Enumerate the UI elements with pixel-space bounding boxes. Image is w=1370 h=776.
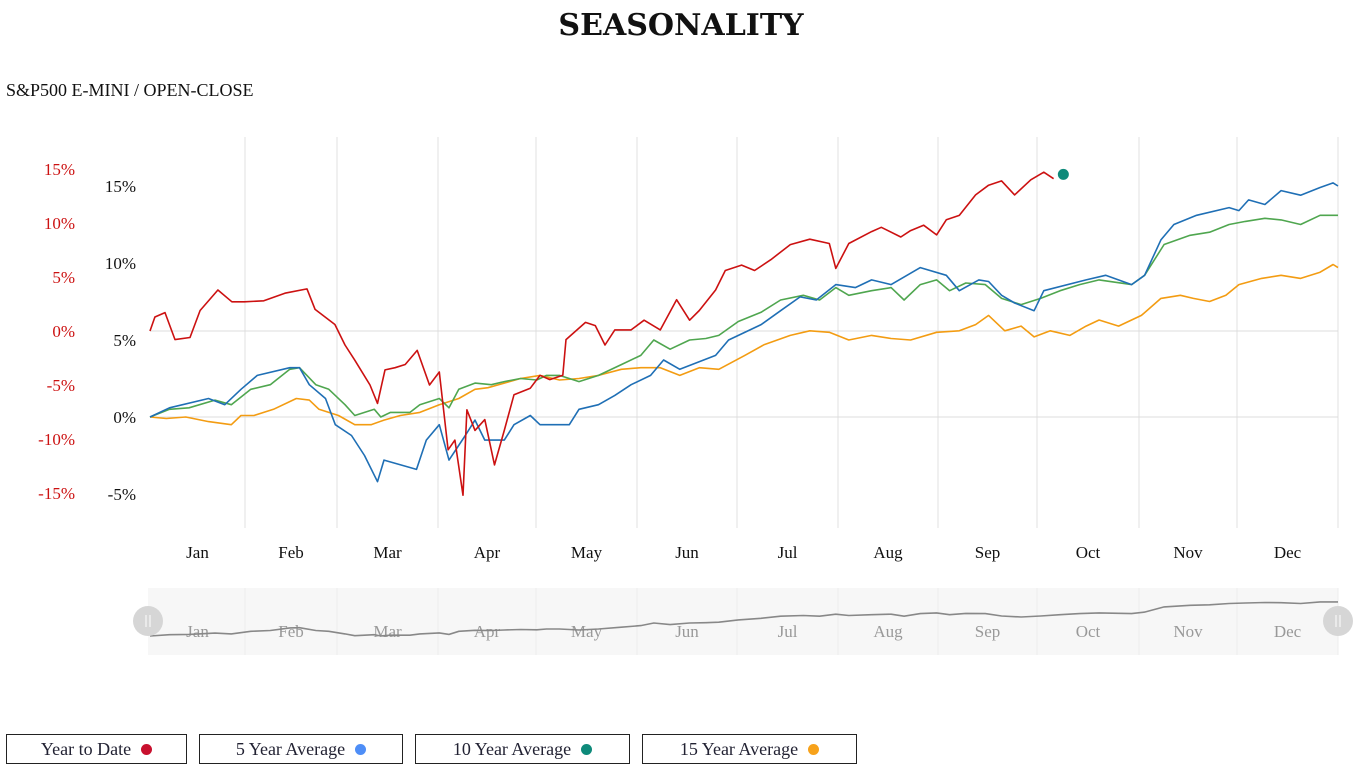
navigator-month-label: Oct xyxy=(1076,622,1101,641)
month-label: Feb xyxy=(278,543,304,562)
legend-dot-icon xyxy=(355,743,367,755)
month-label: May xyxy=(571,543,603,562)
ytd-axis-tick: -15% xyxy=(38,484,75,503)
navigator-month-label: Jun xyxy=(675,622,699,641)
month-label: Nov xyxy=(1173,543,1203,562)
month-label: Aug xyxy=(873,543,903,562)
series-line-year-to-date[interactable] xyxy=(149,171,1055,496)
avg-axis-tick: 0% xyxy=(113,408,136,427)
navigator-month-label: Apr xyxy=(474,622,501,641)
legend-item-5-year-average[interactable]: 5 Year Average xyxy=(199,734,403,764)
legend-label: 15 Year Average xyxy=(679,738,799,759)
ytd-axis-tick: 10% xyxy=(44,214,75,233)
ytd-axis-tick: -10% xyxy=(38,430,75,449)
legend-label: Year to Date xyxy=(40,738,132,759)
navigator-month-label: Jan xyxy=(186,622,209,641)
legend-label: 5 Year Average xyxy=(235,738,346,759)
navigator-month-label: Sep xyxy=(975,622,1001,641)
avg-axis-tick: -5% xyxy=(108,485,136,504)
month-label: Jan xyxy=(186,543,209,562)
seasonality-chart: Jan Feb Mar Apr May Jun Jul Aug Sep Oct Nov Dec 15% 1… xyxy=(38,137,1353,655)
avg-axis-tick: 15% xyxy=(105,177,136,196)
navigator-month-label: Dec xyxy=(1274,622,1302,641)
month-label: Mar xyxy=(373,543,402,562)
month-label: Oct xyxy=(1076,543,1101,562)
month-label: Sep xyxy=(975,543,1001,562)
ytd-axis-tick: -5% xyxy=(47,376,75,395)
ytd-axis-tick: 5% xyxy=(52,268,75,287)
month-label: Jun xyxy=(675,543,699,562)
navigator-right-handle[interactable] xyxy=(1323,606,1353,636)
navigator-month-label: Feb xyxy=(278,622,304,641)
navigator-month-label: Mar xyxy=(373,622,402,641)
series-line-10-year-average[interactable] xyxy=(149,214,1338,418)
legend-item-15-year-average[interactable]: 15 Year Average xyxy=(642,734,857,764)
navigator-month-label: May xyxy=(571,622,603,641)
legend-dot-icon xyxy=(141,743,153,755)
series-line-15-year-average[interactable] xyxy=(149,263,1339,426)
chart-subtitle: S&P500 E-MINI / OPEN-CLOSE xyxy=(6,80,254,100)
navigator-month-label: Nov xyxy=(1173,622,1203,641)
legend-item-10-year-average[interactable]: 10 Year Average xyxy=(415,734,630,764)
ytd-axis-tick: 15% xyxy=(44,160,75,179)
current-value-marker[interactable] xyxy=(1057,168,1069,180)
navigator-background xyxy=(148,588,1338,655)
avg-axis-tick: 5% xyxy=(113,331,136,350)
legend-dot-icon xyxy=(581,743,593,755)
navigator-month-label: Aug xyxy=(873,622,903,641)
series-line-5-year-average[interactable] xyxy=(149,182,1339,483)
avg-axis-tick: 10% xyxy=(105,254,136,273)
legend-label: 10 Year Average xyxy=(452,738,572,759)
ytd-axis-tick: 0% xyxy=(52,322,75,341)
month-label: Dec xyxy=(1274,543,1302,562)
navigator-series-line xyxy=(149,601,1338,637)
month-label: Apr xyxy=(474,543,501,562)
month-label: Jul xyxy=(778,543,798,562)
navigator-month-label: Jul xyxy=(778,622,798,641)
legend-dot-icon xyxy=(808,743,820,755)
legend-item-year-to-date[interactable]: Year to Date xyxy=(6,734,187,764)
chart-title: SEASONALITY xyxy=(558,8,804,43)
navigator-left-handle[interactable] xyxy=(133,606,163,636)
